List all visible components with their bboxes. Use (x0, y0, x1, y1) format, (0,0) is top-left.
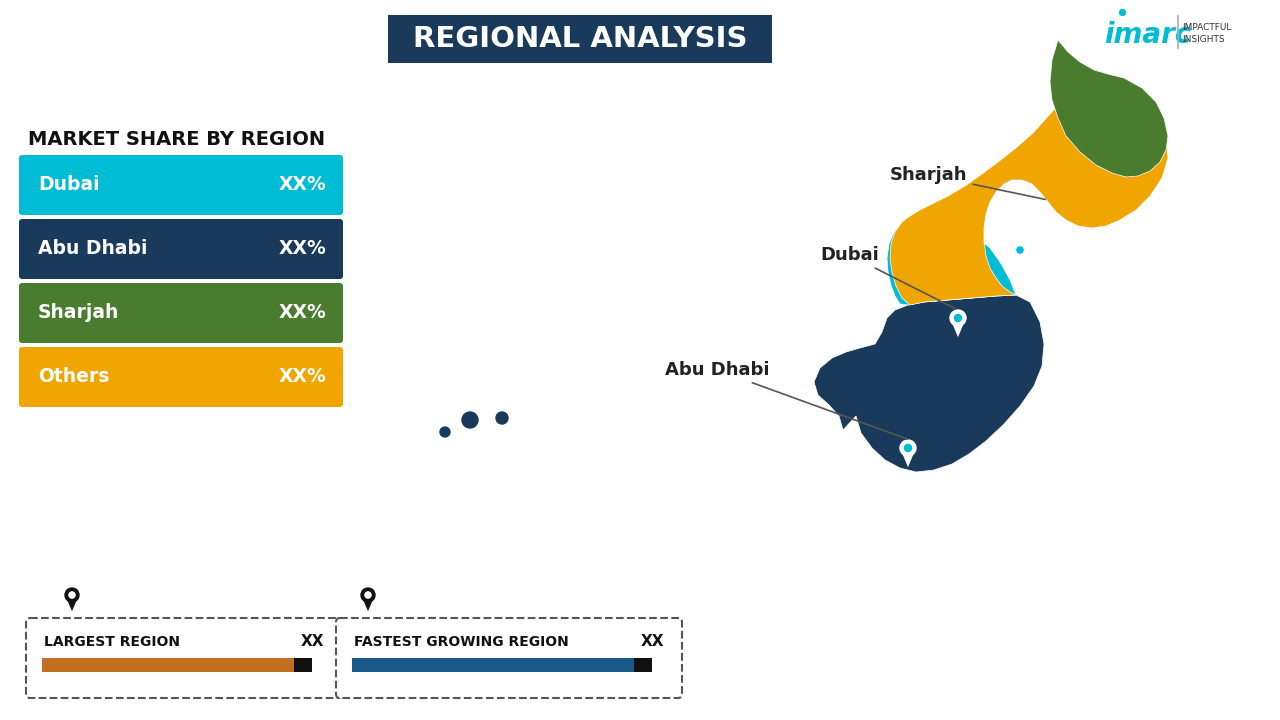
Text: Sharjah: Sharjah (890, 166, 1046, 199)
FancyBboxPatch shape (335, 618, 682, 698)
Text: Others: Others (38, 367, 109, 387)
Text: Sharjah: Sharjah (38, 304, 119, 323)
Circle shape (1012, 243, 1027, 257)
Circle shape (65, 588, 79, 602)
Text: imarc: imarc (1105, 21, 1192, 49)
Text: Dubai: Dubai (820, 246, 956, 309)
Text: LARGEST REGION: LARGEST REGION (44, 635, 180, 649)
Polygon shape (887, 214, 1016, 305)
Circle shape (1016, 247, 1023, 253)
FancyBboxPatch shape (19, 347, 343, 407)
Circle shape (69, 592, 76, 598)
Text: IMPACTFUL: IMPACTFUL (1181, 22, 1231, 32)
Text: XX%: XX% (278, 367, 326, 387)
Text: Abu Dhabi: Abu Dhabi (666, 361, 908, 439)
Polygon shape (1050, 40, 1169, 177)
Circle shape (361, 588, 375, 602)
Circle shape (900, 440, 916, 456)
Text: XX: XX (640, 634, 664, 649)
Text: INSIGHTS: INSIGHTS (1181, 35, 1225, 45)
FancyBboxPatch shape (294, 658, 312, 672)
Text: XX: XX (301, 634, 324, 649)
Polygon shape (890, 70, 1169, 305)
FancyBboxPatch shape (19, 283, 343, 343)
FancyBboxPatch shape (19, 219, 343, 279)
FancyBboxPatch shape (388, 15, 772, 63)
Circle shape (365, 592, 371, 598)
Circle shape (497, 412, 508, 424)
Text: XX%: XX% (278, 176, 326, 194)
Circle shape (950, 310, 966, 326)
Text: MARKET SHARE BY REGION: MARKET SHARE BY REGION (28, 130, 325, 149)
Polygon shape (428, 295, 1044, 578)
Text: XX%: XX% (278, 304, 326, 323)
FancyBboxPatch shape (352, 658, 646, 672)
FancyBboxPatch shape (634, 658, 652, 672)
Circle shape (440, 427, 451, 437)
Polygon shape (950, 318, 966, 337)
Polygon shape (65, 595, 79, 611)
Polygon shape (900, 448, 916, 467)
Polygon shape (1012, 250, 1027, 267)
FancyBboxPatch shape (19, 155, 343, 215)
FancyBboxPatch shape (42, 658, 306, 672)
Text: Abu Dhabi: Abu Dhabi (38, 240, 147, 258)
Text: REGIONAL ANALYSIS: REGIONAL ANALYSIS (412, 25, 748, 53)
Text: Dubai: Dubai (38, 176, 100, 194)
Circle shape (462, 412, 477, 428)
FancyBboxPatch shape (26, 618, 342, 698)
Text: FASTEST GROWING REGION: FASTEST GROWING REGION (355, 635, 568, 649)
Polygon shape (361, 595, 375, 611)
Text: XX%: XX% (278, 240, 326, 258)
Circle shape (905, 444, 911, 451)
Circle shape (955, 315, 961, 322)
